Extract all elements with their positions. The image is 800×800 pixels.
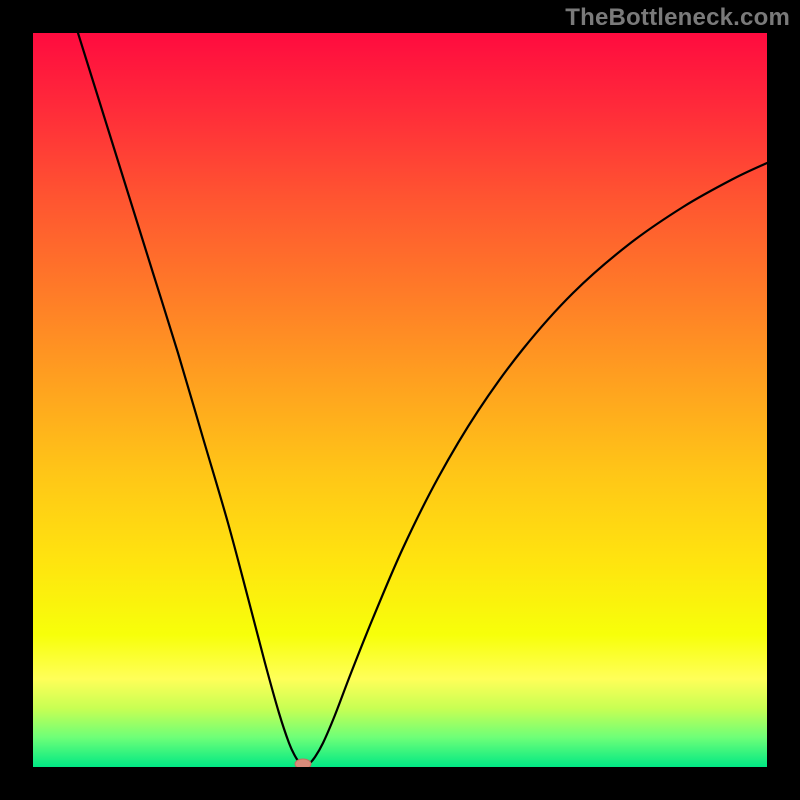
chart-svg [33,33,767,767]
watermark-text: TheBottleneck.com [565,4,790,32]
plot-area [33,33,767,767]
vertex-marker [295,759,311,767]
gradient-background [33,33,767,767]
chart-frame: TheBottleneck.com [0,0,800,800]
